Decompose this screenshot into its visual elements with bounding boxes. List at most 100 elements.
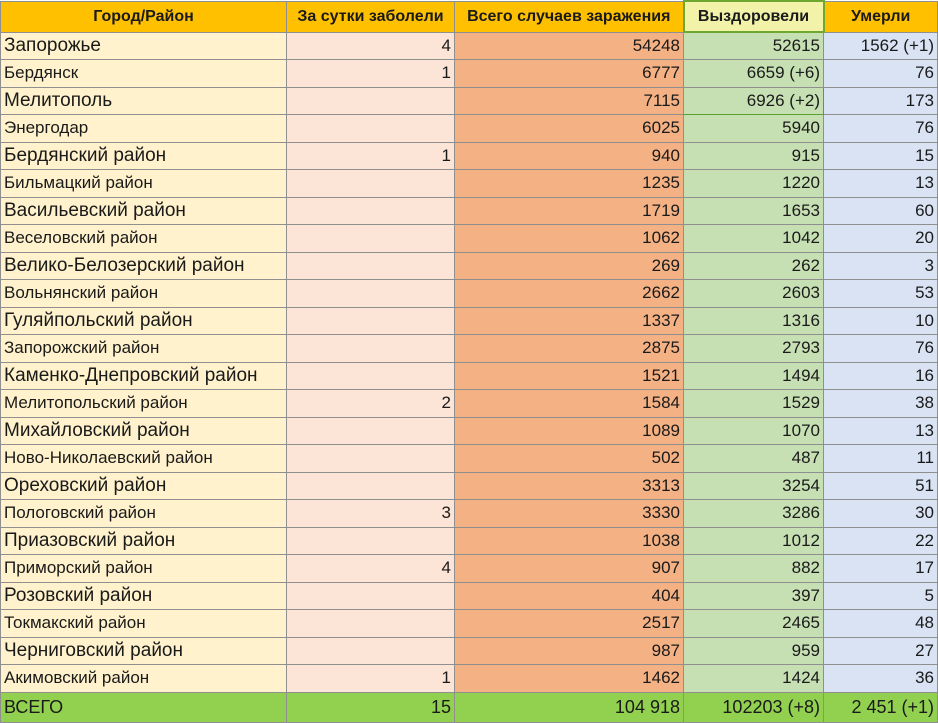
- city-name-cell[interactable]: Токмакский район: [0, 609, 287, 638]
- city-name-cell[interactable]: Запорожье: [0, 31, 287, 60]
- total-cases-cell[interactable]: 6777: [454, 59, 684, 88]
- city-name-cell[interactable]: Ореховский район: [0, 471, 287, 500]
- died-cell[interactable]: 20: [823, 224, 938, 253]
- recovered-cell[interactable]: 487: [683, 444, 824, 473]
- city-name-cell[interactable]: Черниговский район: [0, 636, 287, 665]
- total-cases-cell[interactable]: 1521: [454, 361, 684, 390]
- day-cases-cell[interactable]: 4: [286, 31, 455, 60]
- city-name-cell[interactable]: Акимовский район: [0, 664, 287, 693]
- recovered-cell[interactable]: 1424: [683, 664, 824, 693]
- day-cases-cell[interactable]: 2: [286, 389, 455, 418]
- header-recovered[interactable]: Выздоровели: [682, 0, 825, 33]
- total-cases-cell[interactable]: 987: [454, 636, 684, 665]
- recovered-cell[interactable]: 262: [683, 251, 824, 280]
- recovered-cell[interactable]: 1316: [683, 306, 824, 335]
- recovered-cell[interactable]: 882: [683, 554, 824, 583]
- total-cases-cell[interactable]: 2662: [454, 279, 684, 308]
- died-cell[interactable]: 13: [823, 416, 938, 445]
- recovered-cell[interactable]: 2603: [683, 279, 824, 308]
- city-name-cell[interactable]: Михайловский район: [0, 416, 287, 445]
- city-name-cell[interactable]: Ново-Николаевский район: [0, 444, 287, 473]
- day-cases-cell[interactable]: [286, 526, 455, 555]
- totals-day-cases[interactable]: 15: [286, 691, 455, 723]
- total-cases-cell[interactable]: 404: [454, 581, 684, 610]
- died-cell[interactable]: 76: [823, 114, 938, 143]
- total-cases-cell[interactable]: 7115: [454, 86, 684, 115]
- recovered-cell[interactable]: 959: [683, 636, 824, 665]
- total-cases-cell[interactable]: 1337: [454, 306, 684, 335]
- total-cases-cell[interactable]: 1062: [454, 224, 684, 253]
- died-cell[interactable]: 60: [823, 196, 938, 225]
- city-name-cell[interactable]: Запорожский район: [0, 334, 287, 363]
- day-cases-cell[interactable]: [286, 416, 455, 445]
- recovered-cell[interactable]: 1529: [683, 389, 824, 418]
- day-cases-cell[interactable]: [286, 224, 455, 253]
- total-cases-cell[interactable]: 1719: [454, 196, 684, 225]
- totals-recovered[interactable]: 102203 (+8): [683, 691, 824, 723]
- recovered-cell[interactable]: 1012: [683, 526, 824, 555]
- total-cases-cell[interactable]: 1235: [454, 169, 684, 198]
- total-cases-cell[interactable]: 54248: [454, 31, 684, 60]
- recovered-cell[interactable]: 2465: [683, 609, 824, 638]
- day-cases-cell[interactable]: [286, 306, 455, 335]
- died-cell[interactable]: 76: [823, 334, 938, 363]
- day-cases-cell[interactable]: 1: [286, 141, 455, 170]
- total-cases-cell[interactable]: 907: [454, 554, 684, 583]
- day-cases-cell[interactable]: [286, 581, 455, 610]
- day-cases-cell[interactable]: [286, 114, 455, 143]
- day-cases-cell[interactable]: 3: [286, 499, 455, 528]
- died-cell[interactable]: 27: [823, 636, 938, 665]
- city-name-cell[interactable]: Васильевский район: [0, 196, 287, 225]
- day-cases-cell[interactable]: [286, 169, 455, 198]
- recovered-cell[interactable]: 5940: [683, 114, 824, 143]
- totals-died[interactable]: 2 451 (+1): [823, 691, 938, 723]
- died-cell[interactable]: 53: [823, 279, 938, 308]
- day-cases-cell[interactable]: 4: [286, 554, 455, 583]
- total-cases-cell[interactable]: 269: [454, 251, 684, 280]
- day-cases-cell[interactable]: [286, 609, 455, 638]
- city-name-cell[interactable]: Мелитополь: [0, 86, 287, 115]
- day-cases-cell[interactable]: 1: [286, 664, 455, 693]
- city-name-cell[interactable]: Бильмацкий район: [0, 169, 287, 198]
- recovered-cell[interactable]: 2793: [683, 334, 824, 363]
- died-cell[interactable]: 16: [823, 361, 938, 390]
- day-cases-cell[interactable]: [286, 636, 455, 665]
- recovered-cell[interactable]: 1070: [683, 416, 824, 445]
- city-name-cell[interactable]: Мелитопольский район: [0, 389, 287, 418]
- total-cases-cell[interactable]: 502: [454, 444, 684, 473]
- total-cases-cell[interactable]: 940: [454, 141, 684, 170]
- recovered-cell[interactable]: 52615: [683, 31, 824, 60]
- died-cell[interactable]: 5: [823, 581, 938, 610]
- died-cell[interactable]: 13: [823, 169, 938, 198]
- city-name-cell[interactable]: Каменко-Днепровский район: [0, 361, 287, 390]
- total-cases-cell[interactable]: 1584: [454, 389, 684, 418]
- total-cases-cell[interactable]: 3313: [454, 471, 684, 500]
- died-cell[interactable]: 51: [823, 471, 938, 500]
- city-name-cell[interactable]: Приазовский район: [0, 526, 287, 555]
- died-cell[interactable]: 38: [823, 389, 938, 418]
- header-city[interactable]: Город/Район: [0, 0, 287, 33]
- recovered-cell[interactable]: 1220: [683, 169, 824, 198]
- city-name-cell[interactable]: Велико-Белозерский район: [0, 251, 287, 280]
- totals-total-cases[interactable]: 104 918: [454, 691, 684, 723]
- died-cell[interactable]: 1562 (+1): [823, 31, 938, 60]
- day-cases-cell[interactable]: [286, 279, 455, 308]
- day-cases-cell[interactable]: 1: [286, 59, 455, 88]
- recovered-cell[interactable]: 397: [683, 581, 824, 610]
- total-cases-cell[interactable]: 2875: [454, 334, 684, 363]
- died-cell[interactable]: 11: [823, 444, 938, 473]
- header-died[interactable]: Умерли: [823, 0, 938, 33]
- total-cases-cell[interactable]: 3330: [454, 499, 684, 528]
- total-cases-cell[interactable]: 1089: [454, 416, 684, 445]
- recovered-cell[interactable]: 3286: [683, 499, 824, 528]
- day-cases-cell[interactable]: [286, 471, 455, 500]
- city-name-cell[interactable]: Энергодар: [0, 114, 287, 143]
- recovered-cell[interactable]: 1042: [683, 224, 824, 253]
- total-cases-cell[interactable]: 2517: [454, 609, 684, 638]
- day-cases-cell[interactable]: [286, 86, 455, 115]
- city-name-cell[interactable]: Гуляйпольский район: [0, 306, 287, 335]
- died-cell[interactable]: 15: [823, 141, 938, 170]
- total-cases-cell[interactable]: 6025: [454, 114, 684, 143]
- day-cases-cell[interactable]: [286, 334, 455, 363]
- died-cell[interactable]: 36: [823, 664, 938, 693]
